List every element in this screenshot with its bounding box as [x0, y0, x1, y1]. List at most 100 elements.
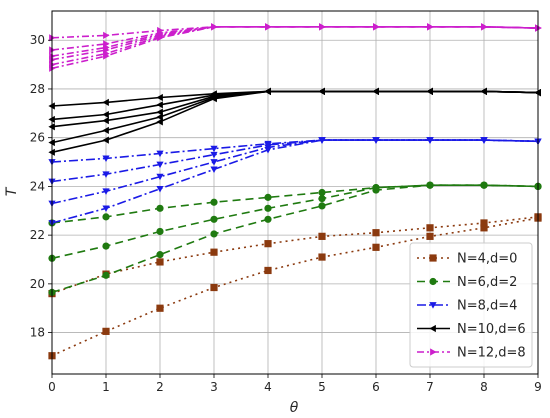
- series-line: [51, 139, 539, 163]
- data-point: [156, 251, 164, 259]
- x-tick-label: 6: [372, 380, 380, 394]
- data-point: [372, 229, 380, 237]
- data-point: [430, 348, 437, 356]
- data-point: [103, 40, 110, 48]
- y-tick-label: 28: [30, 82, 45, 96]
- data-point: [319, 23, 326, 31]
- data-point: [481, 23, 488, 31]
- data-point: [480, 224, 488, 232]
- data-point: [156, 118, 163, 126]
- x-axis-label: θ: [290, 400, 299, 416]
- data-point: [156, 113, 163, 121]
- data-point: [102, 327, 110, 335]
- data-point: [480, 137, 488, 144]
- data-point: [429, 277, 437, 286]
- data-point: [210, 90, 217, 98]
- y-tick-label: 30: [30, 33, 45, 47]
- data-point: [102, 171, 110, 178]
- data-point: [102, 242, 110, 250]
- data-point: [426, 87, 433, 95]
- data-point: [156, 161, 164, 169]
- y-tick-label: 24: [30, 179, 45, 193]
- data-point: [480, 219, 488, 227]
- data-point: [264, 240, 272, 248]
- data-point: [318, 137, 326, 144]
- series-lines: [48, 23, 542, 360]
- x-tick-label: 9: [534, 380, 542, 394]
- data-point: [372, 87, 379, 95]
- x-tick-label: 4: [264, 380, 272, 394]
- x-tick-label: 1: [102, 380, 110, 394]
- data-point: [156, 173, 164, 181]
- series-line: [51, 139, 539, 224]
- data-point: [264, 266, 272, 275]
- series-line: [51, 184, 539, 224]
- series-line: [51, 90, 539, 121]
- data-point: [102, 136, 109, 144]
- plot-frame: [51, 10, 539, 375]
- legend-box: [409, 242, 533, 368]
- legend-entry: N=12,d=8: [457, 346, 526, 361]
- data-point: [211, 23, 218, 31]
- axes: 0 1 2 3 4 5 6 7 8 9 18 20 22 24 26 28 30: [30, 10, 542, 394]
- series-line: [51, 25, 539, 70]
- data-point: [156, 227, 164, 236]
- data-point: [210, 159, 218, 166]
- data-point: [372, 137, 380, 144]
- data-point: [480, 181, 488, 189]
- legend: N=4,d=0 N=6,d=2 N=8,d=4 N=10,d=6 N=12,d=8: [409, 242, 533, 368]
- data-point: [210, 151, 218, 159]
- series-line: [51, 90, 539, 128]
- data-point: [102, 155, 110, 162]
- series-line: [51, 25, 539, 61]
- data-point: [429, 324, 436, 333]
- y-tick-label: 20: [30, 277, 45, 291]
- legend-entry: N=8,d=4: [457, 299, 517, 314]
- x-tick-label: 8: [480, 380, 488, 394]
- data-point: [157, 26, 164, 35]
- data-point: [156, 108, 163, 116]
- data-point: [372, 243, 380, 251]
- y-axis-label: T: [4, 186, 20, 196]
- x-tick-label: 7: [426, 380, 434, 394]
- data-point: [156, 304, 164, 312]
- data-point: [102, 205, 110, 212]
- data-point: [429, 302, 437, 309]
- series-line: [51, 25, 539, 39]
- x-tick-label: 0: [48, 380, 56, 394]
- series-line: [51, 184, 539, 260]
- data-point: [426, 232, 434, 240]
- data-point: [318, 232, 326, 240]
- data-point: [429, 254, 437, 262]
- data-point: [264, 215, 272, 223]
- data-point: [264, 140, 272, 148]
- data-point: [102, 110, 109, 119]
- data-point: [264, 87, 271, 95]
- data-point: [102, 98, 109, 106]
- data-point: [427, 23, 434, 31]
- x-tick-label: 3: [210, 380, 218, 394]
- series-line: [51, 25, 539, 51]
- series-line: [51, 216, 539, 295]
- data-point: [103, 31, 110, 39]
- series-line: [51, 90, 539, 107]
- data-point: [210, 198, 218, 206]
- y-tick-label: 18: [30, 326, 45, 340]
- series-line: [51, 139, 539, 205]
- legend-entry: N=6,d=2: [457, 275, 517, 290]
- data-point: [156, 258, 164, 266]
- data-point: [210, 230, 218, 238]
- data-point: [210, 166, 218, 173]
- data-point: [156, 185, 164, 193]
- data-point: [372, 184, 380, 192]
- series-line: [51, 139, 539, 183]
- data-point: [426, 224, 434, 232]
- legend-entry: N=4,d=0: [457, 252, 517, 267]
- data-point: [156, 93, 163, 102]
- x-tick-label: 5: [318, 380, 326, 394]
- data-point: [210, 215, 218, 223]
- data-point: [318, 253, 326, 261]
- data-point: [480, 87, 487, 95]
- data-point: [156, 204, 164, 212]
